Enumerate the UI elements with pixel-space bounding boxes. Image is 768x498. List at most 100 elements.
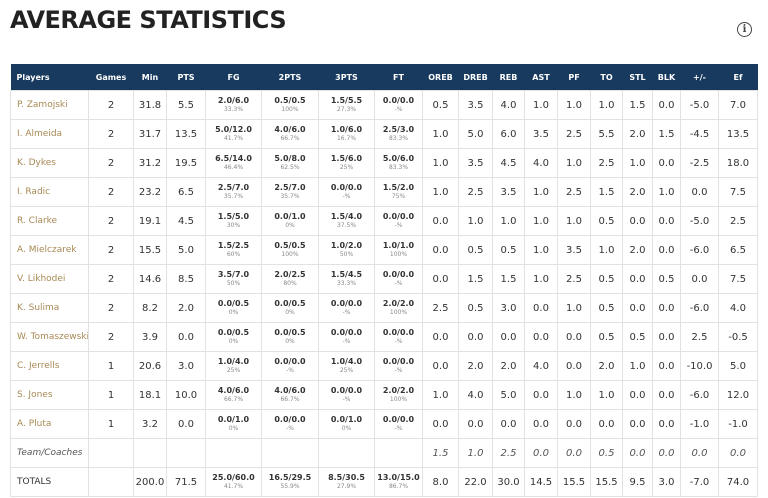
percentage: -% [394, 280, 403, 287]
cell: 1.0 [652, 177, 681, 207]
percentage: 50% [226, 280, 241, 287]
shot-cell: 0.0/1.0 0% [261, 206, 319, 236]
cell: 1 [88, 351, 134, 381]
shot-cell: 1.0/4.0 25% [318, 351, 375, 381]
shot-cell: 0.0/0.0 -% [374, 351, 423, 381]
cell: A. Pluta [10, 409, 89, 439]
table-body: P. Zamojski 2 31.8 5.5 2.0/6.0 33.3% 0.5/0.5 10… [10, 90, 758, 497]
percentage: 35.7% [223, 193, 244, 200]
cell: 2 [88, 90, 134, 120]
cell: 2.0 [622, 177, 653, 207]
cell: 10.0 [166, 380, 206, 410]
shot-cell: 2.5/7.0 35.7% [261, 177, 319, 207]
cell: 15.5 [133, 235, 167, 265]
column-header: 2PTS [261, 64, 319, 91]
cell: 2.0 [458, 351, 493, 381]
percentage: 0% [285, 222, 295, 229]
cell: 4.0 [492, 90, 525, 120]
shot-cell: 1.0/4.0 25% [205, 351, 262, 381]
made-attempted: 4.0/6.0 [274, 125, 306, 134]
cell: 0.0 [622, 293, 653, 323]
percentage: 41.7% [223, 483, 244, 490]
column-header: +/- [680, 64, 719, 91]
cell: 0.0 [680, 264, 719, 294]
column-header: Ef [718, 64, 758, 91]
shot-cell: 1.5/2.0 75% [374, 177, 423, 207]
cell: 19.5 [166, 148, 206, 178]
column-header: PTS [166, 64, 206, 91]
team-label: Team/Coaches [10, 438, 89, 468]
percentage: 83.3% [388, 135, 409, 142]
made-attempted: 3.5/7.0 [217, 270, 250, 279]
made-attempted: 1.5/5.0 [217, 212, 250, 221]
made-attempted: 0.5/0.5 [274, 241, 306, 250]
column-header: OREB [422, 64, 459, 91]
shot-cell: 0.0/0.0 -% [261, 409, 319, 439]
column-header: FG [205, 64, 262, 91]
made-attempted: 1.0/6.0 [330, 125, 363, 134]
player-row: V. Likhodei 2 14.6 8.5 3.5/7.0 50% 2.0/2.5 80% 1… [10, 264, 758, 294]
cell: 3.5 [557, 235, 591, 265]
made-attempted: 5.0/12.0 [215, 125, 252, 134]
cell: -4.5 [680, 119, 719, 149]
cell: 18.0 [718, 148, 758, 178]
shot-cell: 1.5/4.0 37.5% [318, 206, 375, 236]
empty-cell [205, 438, 262, 468]
cell: 1.5 [492, 264, 525, 294]
cell: 2.0 [590, 351, 623, 381]
cell: 30.0 [492, 467, 525, 497]
percentage: 16.7% [336, 135, 357, 142]
percentage: 0% [341, 425, 352, 432]
cell: 1.5 [458, 264, 493, 294]
shot-cell: 8.5/30.5 27.9% [318, 467, 375, 497]
cell: 1.0 [557, 90, 591, 120]
cell: 8.0 [422, 467, 459, 497]
made-attempted: 0.0/0.5 [274, 328, 306, 337]
made-attempted: 0.0/0.0 [330, 386, 363, 395]
shot-cell: 0.0/0.0 -% [374, 206, 423, 236]
made-attempted: 1.5/6.0 [330, 154, 363, 163]
cell: 1.0 [590, 90, 623, 120]
empty-cell [166, 438, 206, 468]
percentage: 66.7% [280, 396, 300, 403]
empty-cell [133, 438, 167, 468]
cell: 0.0 [422, 235, 459, 265]
cell: 14.6 [133, 264, 167, 294]
percentage: -% [286, 367, 294, 374]
cell: 5.5 [166, 90, 206, 120]
percentage: 83.3% [388, 164, 409, 171]
cell: 2.5 [458, 177, 493, 207]
cell: 0.0 [422, 351, 459, 381]
cell: 2 [88, 177, 134, 207]
shot-cell: 2.0/6.0 33.3% [205, 90, 262, 120]
made-attempted: 0.0/0.0 [330, 183, 363, 192]
cell: 0.5 [590, 438, 623, 468]
made-attempted: 1.0/2.0 [330, 241, 363, 250]
cell: 0.0 [590, 409, 623, 439]
cell: 6.0 [492, 119, 525, 149]
cell: 3.2 [133, 409, 167, 439]
cell: I. Radic [10, 177, 89, 207]
made-attempted: 4.0/6.0 [217, 386, 250, 395]
shot-cell: 5.0/6.0 83.3% [374, 148, 423, 178]
player-row: K. Sulima 2 8.2 2.0 0.0/0.5 0% 0.0/0.5 0% 0.0/0.… [10, 293, 758, 323]
percentage: 62.5% [280, 164, 300, 171]
made-attempted: 6.5/14.0 [215, 154, 252, 163]
cell: 0.0 [524, 380, 558, 410]
cell: 15.5 [557, 467, 591, 497]
cell: 0.5 [458, 235, 493, 265]
info-icon[interactable]: i [737, 22, 752, 37]
cell: 0.0 [492, 322, 525, 352]
header-row: Players Games Min PTS FG 2PTS 3PTS FT OREB DREB RE… [10, 64, 758, 91]
shot-cell: 0.0/0.0 -% [374, 264, 423, 294]
cell: 1.0 [524, 177, 558, 207]
cell: 1.0 [557, 380, 591, 410]
cell: 4.0 [458, 380, 493, 410]
shot-cell: 2.0/2.0 100% [374, 380, 423, 410]
cell: 0.0 [652, 351, 681, 381]
cell: 0.0 [422, 409, 459, 439]
cell: 4.0 [718, 293, 758, 323]
made-attempted: 5.0/8.0 [274, 154, 306, 163]
shot-cell: 5.0/8.0 62.5% [261, 148, 319, 178]
cell: -10.0 [680, 351, 719, 381]
